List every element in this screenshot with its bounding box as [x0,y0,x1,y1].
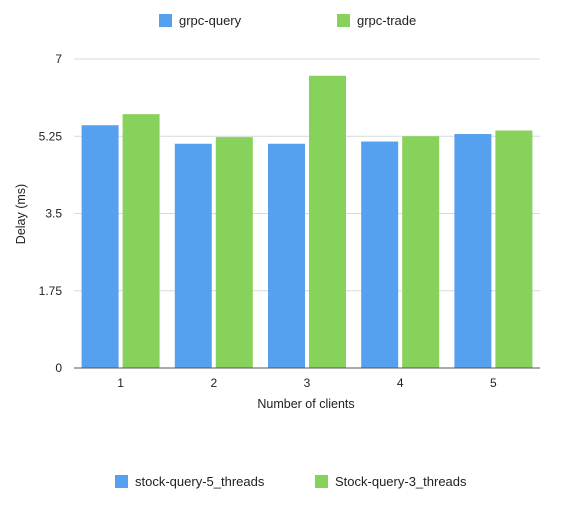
x-tick-labels: 1 2 3 4 5 [117,376,497,390]
bar-stock-query-5_threads-3 [268,143,305,368]
x-tick-label: 5 [490,376,497,390]
legend-swatch [315,475,328,488]
bars [81,75,533,368]
x-tick-label: 2 [210,376,217,390]
legend-label: grpc-trade [357,13,416,28]
legend-swatch [159,14,172,27]
y-tick-labels: 0 1.75 3.5 5.25 7 [39,52,63,375]
bar-stock-query-5_threads-4 [361,141,399,368]
legend-label: Stock-query-3_threads [335,474,467,489]
legend-swatch [337,14,350,27]
x-tick-label: 3 [304,376,311,390]
bar-stock-query-5_threads-2 [174,143,212,368]
bar-Stock-query-3_threads-1 [122,114,160,368]
legend-top: grpc-query grpc-trade [159,13,416,28]
legend-label: stock-query-5_threads [135,474,265,489]
y-tick-label: 7 [55,52,62,66]
y-tick-label: 0 [55,361,62,375]
bar-stock-query-5_threads-1 [81,125,119,368]
y-tick-label: 1.75 [39,284,63,298]
legend-label: grpc-query [179,13,242,28]
x-axis-title: Number of clients [257,397,354,411]
y-axis-title: Delay (ms) [14,184,28,244]
x-tick-label: 1 [117,376,124,390]
x-tick-label: 4 [397,376,404,390]
bar-Stock-query-3_threads-3 [309,75,346,368]
y-tick-label: 3.5 [45,207,62,221]
bar-Stock-query-3_threads-4 [402,136,440,368]
y-tick-label: 5.25 [39,129,63,143]
bar-Stock-query-3_threads-5 [495,130,533,368]
bar-stock-query-5_threads-5 [454,134,492,368]
legend-bottom: stock-query-5_threads Stock-query-3_threa… [115,474,467,489]
legend-swatch [115,475,128,488]
bar-Stock-query-3_threads-2 [215,137,253,368]
